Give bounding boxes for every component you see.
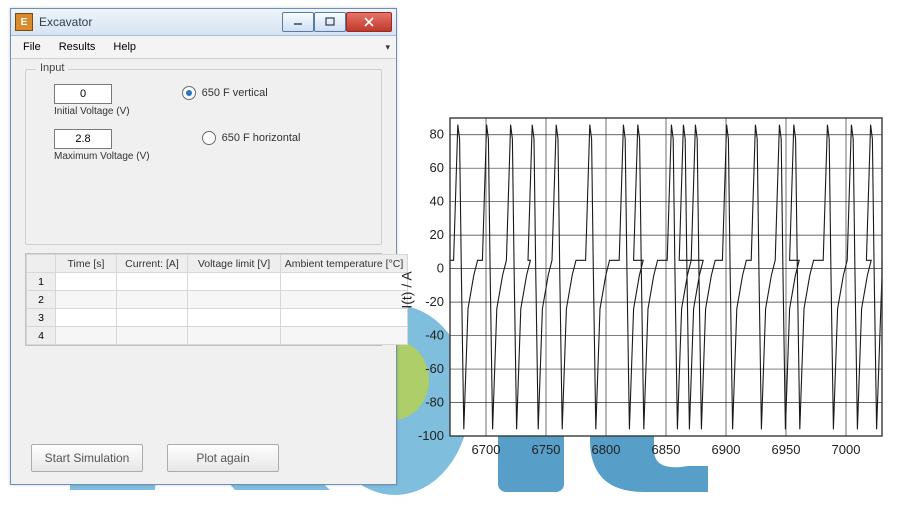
initial-voltage-input[interactable]: 0 bbox=[54, 84, 112, 104]
row-header: 1 bbox=[27, 273, 56, 291]
maximize-button[interactable] bbox=[314, 12, 346, 32]
input-group: Input 0 Initial Voltage (V) 650 F vertic… bbox=[25, 69, 382, 245]
menu-item-help[interactable]: Help bbox=[105, 39, 144, 55]
table-cell[interactable] bbox=[281, 309, 408, 327]
maximum-voltage-label: Maximum Voltage (V) bbox=[54, 151, 150, 162]
menu-item-results[interactable]: Results bbox=[51, 39, 104, 55]
window-title: Excavator bbox=[39, 15, 282, 29]
svg-text:-60: -60 bbox=[425, 361, 444, 376]
table-cell[interactable] bbox=[281, 273, 408, 291]
radio-icon bbox=[182, 86, 196, 100]
row-header: 3 bbox=[27, 309, 56, 327]
svg-text:-40: -40 bbox=[425, 328, 444, 343]
table-cell[interactable] bbox=[188, 273, 281, 291]
start-simulation-button[interactable]: Start Simulation bbox=[31, 444, 143, 472]
table-cell[interactable] bbox=[56, 327, 117, 345]
svg-text:6700: 6700 bbox=[472, 442, 501, 457]
table-row[interactable]: 1 bbox=[27, 273, 408, 291]
table-cell[interactable] bbox=[188, 291, 281, 309]
input-group-legend: Input bbox=[36, 62, 68, 74]
table-row[interactable]: 2 bbox=[27, 291, 408, 309]
table-corner bbox=[27, 255, 56, 273]
table-row[interactable]: 3 bbox=[27, 309, 408, 327]
svg-text:-100: -100 bbox=[418, 428, 444, 443]
client-area: Input 0 Initial Voltage (V) 650 F vertic… bbox=[11, 59, 396, 484]
svg-text:6900: 6900 bbox=[712, 442, 741, 457]
row-header: 2 bbox=[27, 291, 56, 309]
maximum-voltage-input[interactable]: 2.8 bbox=[54, 129, 112, 149]
svg-text:60: 60 bbox=[430, 160, 444, 175]
app-icon: E bbox=[15, 13, 33, 31]
titlebar[interactable]: E Excavator bbox=[11, 9, 396, 36]
table-header: Time [s] bbox=[56, 255, 117, 273]
table-row[interactable]: 4 bbox=[27, 327, 408, 345]
table-header: Current: [A] bbox=[117, 255, 188, 273]
svg-text:6800: 6800 bbox=[592, 442, 621, 457]
table-header: Ambient temperature [°C] bbox=[281, 255, 408, 273]
svg-text:7000: 7000 bbox=[832, 442, 861, 457]
table-cell[interactable] bbox=[281, 327, 408, 345]
plot-again-button[interactable]: Plot again bbox=[167, 444, 279, 472]
svg-text:6750: 6750 bbox=[532, 442, 561, 457]
table-cell[interactable] bbox=[188, 327, 281, 345]
radio-option-1-label: 650 F vertical bbox=[202, 87, 268, 99]
table-cell[interactable] bbox=[117, 291, 188, 309]
table-header: Voltage limit [V] bbox=[188, 255, 281, 273]
table-cell[interactable] bbox=[56, 291, 117, 309]
table-cell[interactable] bbox=[56, 273, 117, 291]
svg-text:20: 20 bbox=[430, 227, 444, 242]
current-vs-time-chart: I(t) / A -100 -80 -60 -40 -20 0 20 40 60 80 6700 67… bbox=[392, 110, 890, 470]
svg-text:-80: -80 bbox=[425, 395, 444, 410]
initial-voltage-label: Initial Voltage (V) bbox=[54, 106, 130, 117]
svg-text:6950: 6950 bbox=[772, 442, 801, 457]
input-table[interactable]: Time [s] Current: [A] Voltage limit [V] … bbox=[25, 253, 382, 346]
svg-text:6850: 6850 bbox=[652, 442, 681, 457]
close-button[interactable] bbox=[346, 12, 392, 32]
table-cell[interactable] bbox=[281, 291, 408, 309]
radio-icon bbox=[202, 131, 216, 145]
radio-option-2[interactable]: 650 F horizontal bbox=[202, 131, 301, 145]
svg-text:80: 80 bbox=[430, 127, 444, 142]
table-cell[interactable] bbox=[56, 309, 117, 327]
table-cell[interactable] bbox=[117, 273, 188, 291]
menubar: File Results Help ▾ bbox=[11, 36, 396, 59]
menubar-overflow-icon[interactable]: ▾ bbox=[385, 42, 392, 53]
chart-ylabel: I(t) / A bbox=[399, 271, 415, 308]
svg-text:40: 40 bbox=[430, 194, 444, 209]
menu-item-file[interactable]: File bbox=[15, 39, 49, 55]
radio-option-2-label: 650 F horizontal bbox=[222, 132, 301, 144]
table-cell[interactable] bbox=[117, 309, 188, 327]
svg-text:0: 0 bbox=[437, 261, 444, 276]
table-cell[interactable] bbox=[117, 327, 188, 345]
svg-text:-20: -20 bbox=[425, 294, 444, 309]
app-window: E Excavator File Results Help ▾ Input 0 bbox=[10, 8, 397, 485]
row-header: 4 bbox=[27, 327, 56, 345]
radio-option-1[interactable]: 650 F vertical bbox=[182, 86, 268, 100]
minimize-button[interactable] bbox=[282, 12, 314, 32]
table-cell[interactable] bbox=[188, 309, 281, 327]
